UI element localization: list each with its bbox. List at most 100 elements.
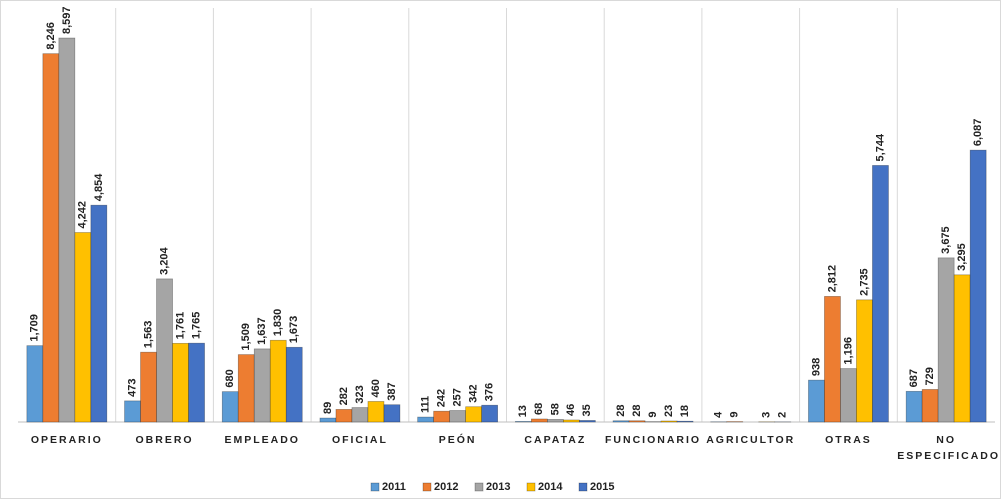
x-tick-label: CAPATAZ [524,434,587,446]
bar [514,421,532,423]
bar [367,401,385,423]
data-label: 8,246 [45,22,57,50]
bar [319,417,337,423]
legend-swatch [526,482,536,492]
bar [905,390,923,423]
x-tick-label: EMPLEADO [224,434,300,446]
x-tick-label: PEÓN [438,434,477,446]
data-label: 1,673 [288,316,300,344]
data-label: 473 [126,379,138,397]
data-label: 3,204 [158,246,170,274]
bar [660,420,678,423]
bar [856,299,873,423]
data-label: 6,087 [972,119,984,147]
bar [351,407,369,423]
data-label: 242 [436,389,448,407]
data-label: 376 [484,383,496,401]
data-label: 28 [615,404,627,416]
bar [481,404,498,423]
data-label: 3,295 [956,243,968,271]
data-label: 8,597 [61,6,73,34]
bar [530,418,548,423]
data-label: 1,196 [842,337,854,365]
bar [969,149,987,423]
bar [824,296,841,423]
bar [872,165,889,423]
bar [840,368,857,423]
data-label: 4,854 [93,173,105,201]
legend-label: 2012 [434,481,458,493]
bar [335,409,353,423]
x-tick-label: OBRERO [135,434,194,446]
bar [937,257,955,423]
data-label: 282 [338,387,350,405]
bar [74,232,92,423]
x-tick-label: OPERARIO [30,434,103,446]
data-label: 1,637 [256,317,268,345]
bar [628,420,646,423]
data-label: 4 [713,411,725,418]
data-label: 387 [386,382,398,400]
bar [140,351,157,423]
data-label: 1,765 [190,312,202,340]
bar [676,420,694,423]
data-label: 58 [549,403,561,415]
data-label: 18 [679,405,691,417]
data-label: 9 [647,411,659,417]
data-label: 323 [354,385,366,403]
data-label: 2,735 [858,268,870,296]
legend-swatch [578,482,588,492]
data-label: 729 [924,367,936,385]
bar [562,419,580,423]
bar [383,404,401,423]
x-tick-label: NO ESPECIFICADO [897,434,1001,462]
bar [156,278,173,423]
legend-swatch [474,482,484,492]
bar [449,410,466,423]
data-label: 9 [729,411,741,417]
data-label: 89 [322,402,334,414]
data-label: 1,509 [240,323,252,351]
legend-label: 2011 [382,481,406,493]
x-tick-label: OTRAS [825,434,872,446]
bar [953,274,971,423]
data-label: 2,812 [826,265,838,293]
data-label: 28 [631,404,643,416]
data-label: 342 [468,384,480,402]
legend-label: 2015 [590,481,614,493]
data-label: 1,709 [29,314,41,342]
x-tick-label: AGRICULTOR [706,434,796,446]
data-label: 2 [777,412,789,418]
data-label: 257 [452,388,464,406]
bar [90,204,108,423]
legend-label: 2014 [538,481,563,493]
legend-label: 2013 [486,481,510,493]
data-label: 111 [420,396,432,413]
bar [172,342,189,423]
bar [237,354,255,423]
bar [124,400,141,423]
bar [188,342,205,423]
x-tick-label: FUNCIONARIO [604,434,702,446]
legend-swatch [422,482,432,492]
data-label: 680 [224,369,236,387]
bar [546,419,564,423]
bar [921,389,939,423]
data-label: 460 [370,379,382,397]
bar [269,339,287,423]
bar [285,346,303,423]
data-label: 68 [533,403,545,415]
data-label: 1,830 [272,309,284,337]
legend-swatch [370,482,380,492]
data-label: 4,242 [77,201,89,229]
bar [433,410,450,423]
data-label: 46 [565,404,577,416]
bar [26,345,44,423]
bar [808,379,825,423]
data-label: 5,744 [874,133,886,161]
data-label: 35 [581,404,593,416]
bar [465,406,482,423]
